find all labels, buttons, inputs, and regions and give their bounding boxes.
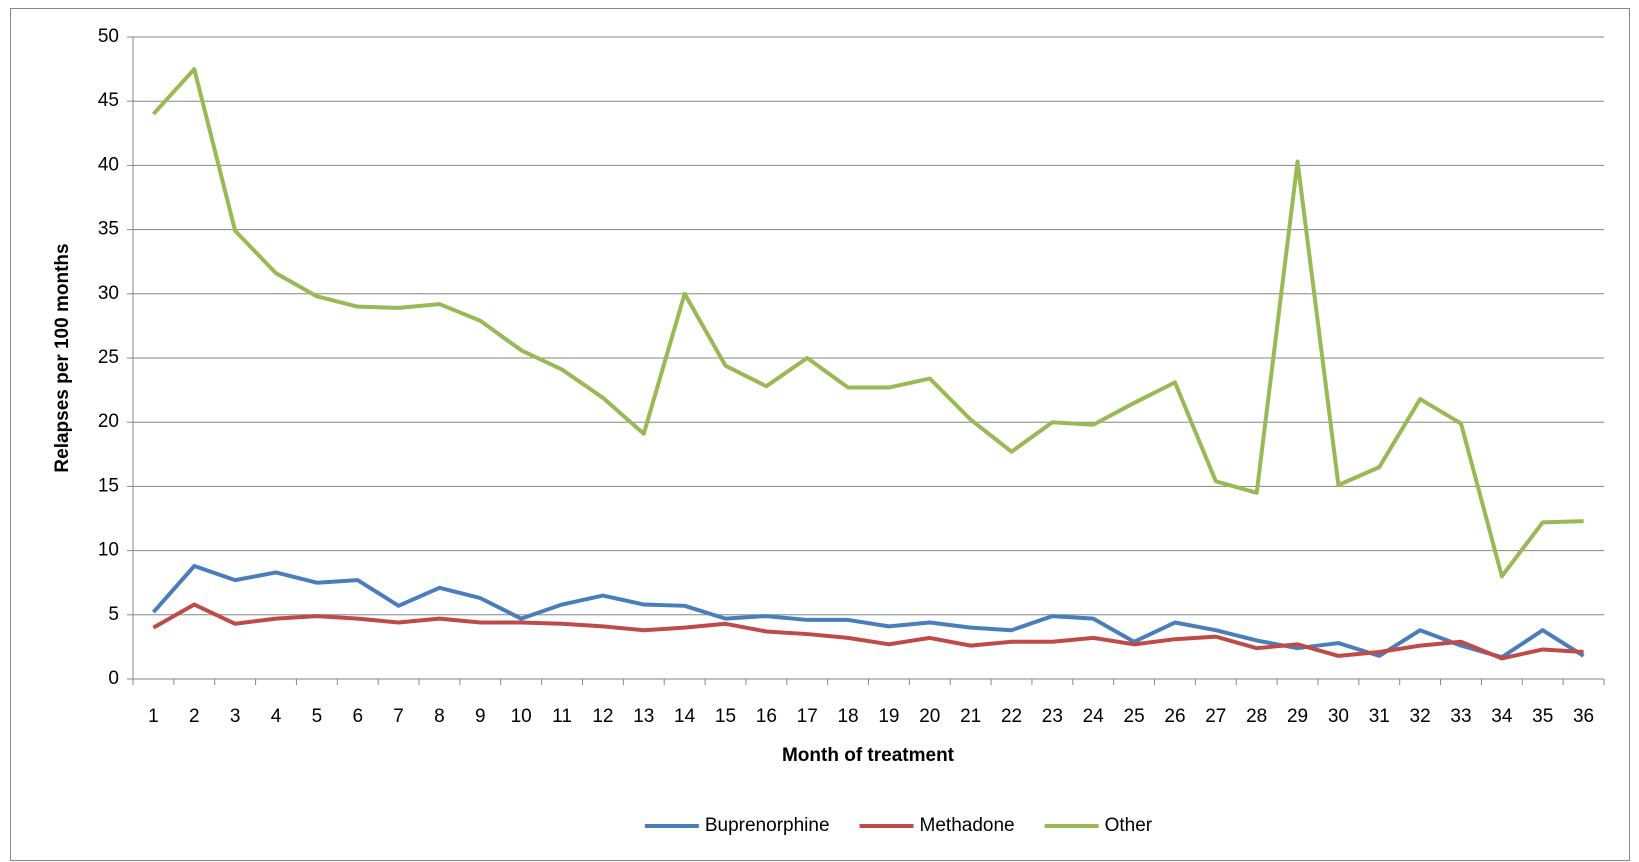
legend-label: Other [1105,815,1153,836]
x-tick-label: 32 [1410,706,1431,727]
x-tick-label: 23 [1042,706,1063,727]
x-tick-label: 26 [1164,706,1185,727]
series-line [151,67,1584,579]
x-tick-label: 29 [1287,706,1308,727]
x-tick-label: 31 [1369,706,1390,727]
y-tick-label: 25 [98,347,119,368]
y-tick-label: 0 [108,668,119,689]
y-tick-label: 30 [98,283,119,304]
y-tick-label: 45 [98,90,119,111]
x-tick-label: 25 [1124,706,1145,727]
x-tick-label: 27 [1205,706,1226,727]
x-tick-label: 21 [960,706,981,727]
y-tick-label: 50 [98,26,119,47]
x-tick-label: 36 [1573,706,1594,727]
chart-border [10,8,1630,861]
x-tick-label: 9 [475,706,486,727]
y-tick-label: 20 [98,411,119,432]
x-tick-label: 28 [1246,706,1267,727]
series-line [152,602,1584,661]
x-tick-label: 4 [271,706,282,727]
x-tick-label: 35 [1532,706,1553,727]
y-tick-label: 10 [98,540,119,561]
x-tick-label: 34 [1491,706,1513,727]
x-tick-label: 1 [148,706,159,727]
x-tick-label: 33 [1450,706,1471,727]
x-tick-label: 15 [715,706,736,727]
x-tick-label: 22 [1001,706,1022,727]
x-tick-label: 16 [756,706,777,727]
x-tick-label: 13 [633,706,654,727]
legend-label: Buprenorphine [705,815,830,836]
x-tick-label: 11 [552,706,572,727]
x-tick-label: 17 [797,706,818,727]
x-tick-label: 8 [434,706,445,727]
x-tick-label: 6 [352,706,363,727]
y-tick-label: 5 [108,604,119,625]
legend-label: Methadone [920,815,1015,836]
x-axis-title: Month of treatment [782,745,955,766]
x-tick-label: 10 [511,706,532,727]
y-tick-label: 40 [98,154,119,175]
x-tick-label: 2 [189,706,200,727]
x-tick-label: 5 [312,706,323,727]
x-tick-label: 12 [592,706,613,727]
x-tick-label: 24 [1083,706,1105,727]
x-tick-label: 7 [393,706,404,727]
x-tick-label: 20 [919,706,940,727]
series-line [151,564,1585,660]
x-tick-label: 19 [878,706,899,727]
x-tick-label: 30 [1328,706,1349,727]
x-tick-label: 3 [230,706,241,727]
y-axis-title: Relapses per 100 months [52,243,73,472]
y-tick-label: 15 [98,475,119,496]
x-tick-label: 18 [837,706,858,727]
y-tick-label: 35 [98,219,119,240]
x-tick-label: 14 [674,706,696,727]
